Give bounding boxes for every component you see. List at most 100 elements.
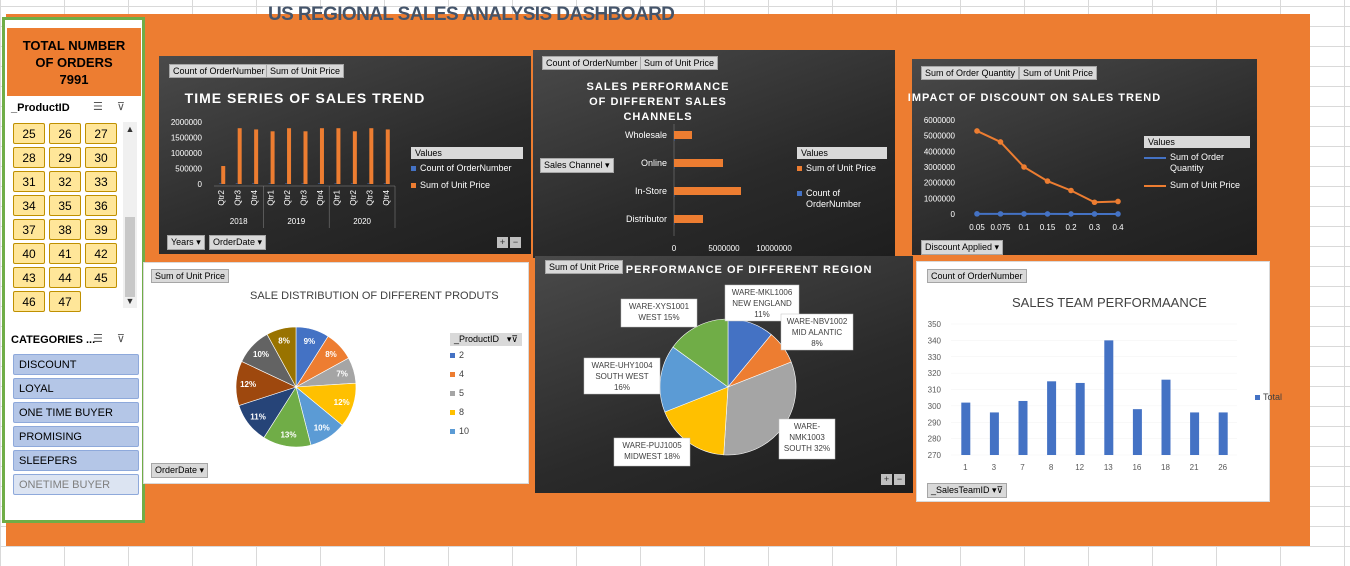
discount-title: IMPACT OF DISCOUNT ON SALES TREND: [907, 92, 1162, 104]
data-point: [1091, 211, 1098, 217]
discount-axis-button[interactable]: Discount Applied ▾: [921, 240, 1004, 255]
x-tick-label: Qtr2: [217, 189, 226, 205]
orderdate-axis-button[interactable]: OrderDate ▾: [209, 235, 267, 250]
region-pie: WARE-MKL1006 NEW ENGLAND 11% WARE-NBV1002 MI…: [583, 284, 854, 467]
product-legend: _ProductID ▾⊽ 2 4 5 8 10: [450, 333, 522, 445]
data-point: [997, 211, 1004, 217]
product-slicer-scrollbar[interactable]: ▲ ▼: [123, 122, 137, 308]
x-tick-label: 0.2: [1065, 223, 1077, 232]
data-point: [1115, 211, 1121, 217]
field-button-sum-unit-price[interactable]: Sum of Unit Price: [640, 56, 719, 70]
product-slicer-item[interactable]: 30: [85, 147, 117, 168]
data-point: [1021, 164, 1027, 170]
legend-item: Count of OrderNumber: [420, 163, 512, 173]
bar-count-order: [219, 183, 222, 184]
product-slicer-item[interactable]: 44: [49, 267, 81, 288]
category-slicer-item[interactable]: PROMISING: [13, 426, 139, 447]
product-slicer-item[interactable]: 43: [13, 267, 45, 288]
x-tick-label: 0: [672, 244, 677, 253]
callout-text: WARE-: [794, 422, 821, 431]
product-slicer-item[interactable]: 36: [85, 195, 117, 216]
callout-text: WEST 15%: [638, 313, 679, 322]
product-slicer-item[interactable]: 46: [13, 291, 45, 312]
expand-button[interactable]: +: [497, 237, 508, 248]
bar-sum-unit-price: [221, 166, 226, 184]
collapse-button[interactable]: −: [894, 474, 905, 485]
collapse-button[interactable]: −: [510, 237, 521, 248]
field-button-sum-unit-price[interactable]: Sum of Unit Price: [151, 269, 230, 283]
product-slicer-item[interactable]: 37: [13, 219, 45, 240]
scroll-thumb[interactable]: [125, 217, 135, 297]
product-slicer-item[interactable]: 31: [13, 171, 45, 192]
bar-count-order: [674, 223, 675, 225]
data-point: [1068, 187, 1074, 194]
product-slicer-item[interactable]: 26: [49, 123, 81, 144]
product-slicer-item[interactable]: 38: [49, 219, 81, 240]
sales-team-chart[interactable]: Count of OrderNumber SALES TEAM PERFORMA…: [916, 261, 1282, 502]
bar-count-order: [285, 183, 288, 184]
expand-button[interactable]: +: [881, 474, 892, 485]
sales-channel-axis-button[interactable]: Sales Channel ▾: [540, 158, 614, 173]
x-tick-label: Qtr3: [365, 189, 374, 205]
multi-select-icon[interactable]: ☰: [93, 100, 103, 113]
field-button-sum-unit-price[interactable]: Sum of Unit Price: [266, 64, 345, 78]
callout-text: SOUTH WEST: [595, 372, 648, 381]
bar-sum-unit-price: [287, 128, 292, 184]
product-slicer-item[interactable]: 29: [49, 147, 81, 168]
product-slicer-item[interactable]: 47: [49, 291, 81, 312]
discount-legend: Values Sum of Order Quantity Sum of Unit…: [1144, 136, 1250, 197]
product-slicer-items: 25 26 27 28 29 30 31 32 33 34 35 36 37 38 39 40 41 42 43 44…: [13, 123, 121, 312]
bar-total: [1018, 400, 1028, 455]
legend-item: 2: [450, 350, 522, 361]
product-slicer-item[interactable]: 33: [85, 171, 117, 192]
product-slicer-item[interactable]: 28: [13, 147, 45, 168]
x-tick-label: 21: [1190, 463, 1199, 472]
clear-filter-icon[interactable]: ⊽: [116, 100, 125, 113]
product-slicer-item[interactable]: 39: [85, 219, 117, 240]
product-slicer-item[interactable]: 40: [13, 243, 45, 264]
y-tick-label: 0: [198, 180, 203, 189]
multi-select-icon[interactable]: ☰: [93, 332, 103, 345]
product-slicer-item[interactable]: 32: [49, 171, 81, 192]
bar-sum-unit-price: [303, 131, 308, 184]
product-slicer-item[interactable]: 34: [13, 195, 45, 216]
scroll-down-icon[interactable]: ▼: [125, 296, 135, 306]
product-slicer-item[interactable]: 41: [49, 243, 81, 264]
orderdate-axis-button[interactable]: OrderDate ▾: [151, 463, 209, 478]
category-slicer-item[interactable]: LOYAL: [13, 378, 139, 399]
time-series-chart[interactable]: Count of OrderNumber Sum of Unit Price T…: [159, 56, 531, 254]
x-tick-label: 13: [1104, 463, 1113, 472]
callout-text: MIDWEST 18%: [624, 452, 680, 461]
category-slicer-item[interactable]: SLEEPERS: [13, 450, 139, 471]
product-legend-button[interactable]: _ProductID ▾⊽: [450, 333, 522, 346]
discount-impact-chart[interactable]: Sum of Order Quantity Sum of Unit Price …: [908, 59, 1257, 255]
field-button-count-order[interactable]: Count of OrderNumber: [927, 269, 1027, 283]
salesteam-axis-button[interactable]: _SalesTeamID ▾⊽: [927, 483, 1008, 498]
product-slicer-item[interactable]: 25: [13, 123, 45, 144]
category-slicer-item[interactable]: ONETIME BUYER: [13, 474, 139, 495]
product-slicer-item[interactable]: 27: [85, 123, 117, 144]
field-button-sum-order-qty[interactable]: Sum of Order Quantity: [921, 66, 1020, 80]
years-axis-button[interactable]: Years ▾: [167, 235, 205, 250]
product-slicer-item[interactable]: 45: [85, 267, 117, 288]
field-button-count-order[interactable]: Count of OrderNumber: [542, 56, 642, 70]
product-distribution-chart[interactable]: Sum of Unit Price SALE DISTRIBUTION OF D…: [143, 262, 529, 484]
legend-item: Sum of Order Quantity: [1170, 152, 1225, 173]
region-performance-chart[interactable]: SALES PERFORMANCE OF DIFFERENT REGION Su…: [535, 256, 913, 493]
scroll-up-icon[interactable]: ▲: [125, 124, 135, 134]
product-slicer-item[interactable]: 35: [49, 195, 81, 216]
product-slicer-item[interactable]: 42: [85, 243, 117, 264]
y-tick-label: 300: [928, 402, 942, 411]
field-button-sum-unit-price[interactable]: Sum of Unit Price: [1019, 66, 1098, 80]
y-tick-label: 280: [928, 435, 942, 444]
category-slicer-item[interactable]: DISCOUNT: [13, 354, 139, 375]
field-button-sum-unit-price[interactable]: Sum of Unit Price: [545, 260, 624, 274]
sales-channel-chart[interactable]: Count of OrderNumber Sum of Unit Price S…: [533, 50, 895, 258]
y-tick-label: 2000000: [171, 118, 203, 127]
callout-text: WARE-NBV1002: [787, 317, 848, 326]
clear-filter-icon[interactable]: ⊽: [116, 332, 125, 345]
legend-title: Values: [411, 147, 523, 159]
category-slicer-item[interactable]: ONE TIME BUYER: [13, 402, 139, 423]
legend-line: [1144, 185, 1166, 187]
legend-item: 5: [450, 388, 522, 399]
